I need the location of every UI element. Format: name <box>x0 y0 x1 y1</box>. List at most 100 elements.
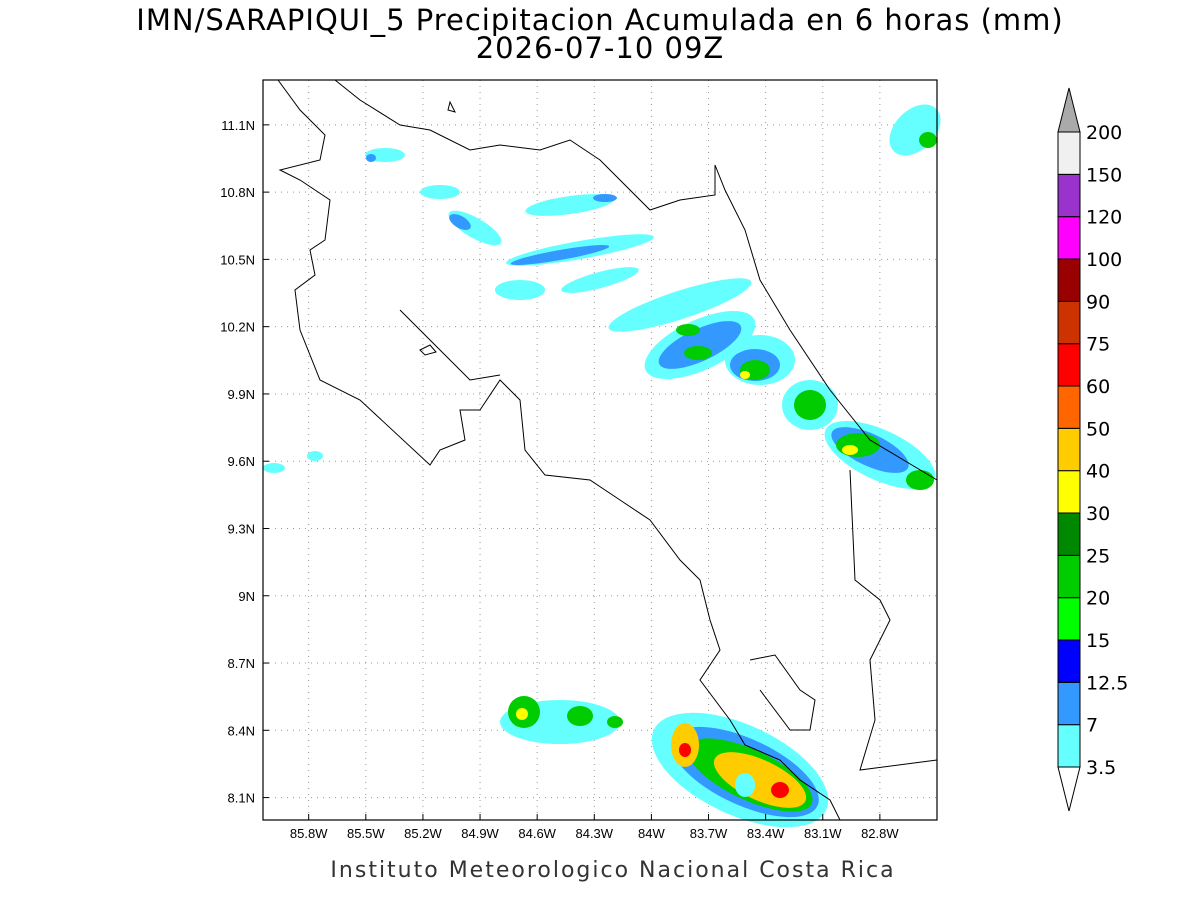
colorbar-over <box>1057 87 1081 133</box>
precip-area <box>495 280 545 300</box>
colorbar-box <box>1057 639 1081 683</box>
pacific-coast <box>277 79 841 821</box>
precip-area <box>561 267 639 293</box>
precip-area <box>889 104 941 156</box>
colorbar-box <box>1057 724 1081 768</box>
lon-tick-label: 84.9W <box>461 826 499 841</box>
precip-area <box>679 743 691 757</box>
lon-tick-label: 85.2W <box>404 826 442 841</box>
colorbar: 3.5 7 12.5 15 20 25 30 40 50 60 75 90 100 120 150 200 <box>1057 87 1128 812</box>
precip-area <box>449 214 471 230</box>
lon-tick-label: 85.8W <box>290 826 328 841</box>
colorbar-label: 7 <box>1086 715 1098 737</box>
lon-tick-label: 84W <box>638 826 665 841</box>
lon-tick-label: 83.1W <box>804 826 842 841</box>
colorbar-label: 15 <box>1086 630 1110 652</box>
lon-tick-label: 84.6W <box>518 826 556 841</box>
grid <box>263 80 937 820</box>
precip-area <box>608 278 752 332</box>
band-north <box>263 104 941 490</box>
band-south <box>500 696 829 828</box>
colorbar-box <box>1057 681 1081 726</box>
lon-tick-label: 83.4W <box>747 826 785 841</box>
colorbar-label: 100 <box>1086 249 1122 271</box>
lat-tick-label: 8.4N <box>228 723 255 738</box>
lon-tick-label: 82.8W <box>861 826 899 841</box>
lat-tick-label: 10.5N <box>220 252 255 267</box>
lat-tick-label: 8.7N <box>228 656 255 671</box>
precip-area <box>525 194 615 216</box>
precip-area <box>516 708 528 720</box>
colorbar-label: 25 <box>1086 545 1110 567</box>
precip-area <box>740 371 750 379</box>
precip-area <box>919 132 937 148</box>
precip-area <box>607 716 623 728</box>
lat-tick-label: 9N <box>238 589 255 604</box>
colorbar-label: 120 <box>1086 207 1122 229</box>
precip-area <box>842 445 858 455</box>
map-title: IMN/SARAPIQUI_5 Precipitacion Acumulada … <box>136 3 1063 37</box>
colorbar-label: 3.5 <box>1086 757 1116 779</box>
island <box>447 100 456 113</box>
map-frame <box>262 79 938 821</box>
colorbar-box <box>1057 427 1081 472</box>
colorbar-box <box>1057 597 1081 641</box>
precip-area <box>263 463 285 473</box>
precip-area <box>420 185 460 199</box>
precip-area <box>567 706 593 726</box>
precip-area <box>366 154 376 162</box>
colorbar-label: 30 <box>1086 503 1110 525</box>
colorbar-label: 200 <box>1086 122 1122 144</box>
gulf-nicoya <box>399 309 501 381</box>
axes: 85.8W 85.5W 85.2W 84.9W 84.6W 84.3W 84W 83.7W 83… <box>220 118 899 841</box>
colorbar-label: 50 <box>1086 418 1110 440</box>
precip-area <box>676 324 700 336</box>
colorbar-box <box>1057 173 1081 218</box>
colorbar-box <box>1057 216 1081 260</box>
lon-tick-label: 84.3W <box>575 826 613 841</box>
lat-tick-label: 9.9N <box>228 387 255 402</box>
precip-area <box>684 346 712 360</box>
colorbar-box <box>1057 470 1081 514</box>
colorbar-box <box>1057 554 1081 599</box>
precipitation <box>263 104 941 828</box>
precip-area <box>794 390 826 420</box>
map-subtitle: 2026-07-10 09Z <box>476 31 725 65</box>
precip-area <box>448 210 502 246</box>
colorbar-label: 75 <box>1086 334 1110 356</box>
colorbar-label: 150 <box>1086 164 1122 186</box>
lat-tick-label: 9.6N <box>228 454 255 469</box>
colorbar-box <box>1057 131 1081 175</box>
coastlines <box>277 79 938 821</box>
colorbar-box <box>1057 385 1081 429</box>
precip-area <box>735 773 755 797</box>
precip-area <box>658 321 742 369</box>
colorbar-label: 90 <box>1086 291 1110 313</box>
colorbar-label: 20 <box>1086 588 1110 610</box>
lat-tick-label: 11.1N <box>221 118 255 133</box>
island <box>419 344 437 356</box>
colorbar-label: 40 <box>1086 461 1110 483</box>
precip-area <box>906 470 934 490</box>
colorbar-label: 12.5 <box>1086 672 1128 694</box>
colorbar-label: 60 <box>1086 376 1110 398</box>
precip-area <box>510 245 610 265</box>
precip-area <box>593 194 617 202</box>
golfo-dulce <box>749 654 816 731</box>
colorbar-box <box>1057 258 1081 302</box>
lat-tick-label: 9.3N <box>228 521 255 536</box>
colorbar-under <box>1057 766 1081 812</box>
lat-tick-label: 8.1N <box>228 791 255 806</box>
colorbar-box <box>1057 343 1081 387</box>
lat-tick-label: 10.8N <box>220 185 255 200</box>
precip-area <box>836 433 880 457</box>
lat-tick-label: 10.2N <box>220 320 255 335</box>
colorbar-box <box>1057 300 1081 345</box>
footer: Instituto Meteorologico Nacional Costa R… <box>330 858 895 883</box>
colorbar-box <box>1057 512 1081 556</box>
caribbean-coast <box>334 79 938 481</box>
lon-tick-label: 85.5W <box>347 826 385 841</box>
precip-area <box>307 451 323 461</box>
panama-border <box>849 469 938 771</box>
